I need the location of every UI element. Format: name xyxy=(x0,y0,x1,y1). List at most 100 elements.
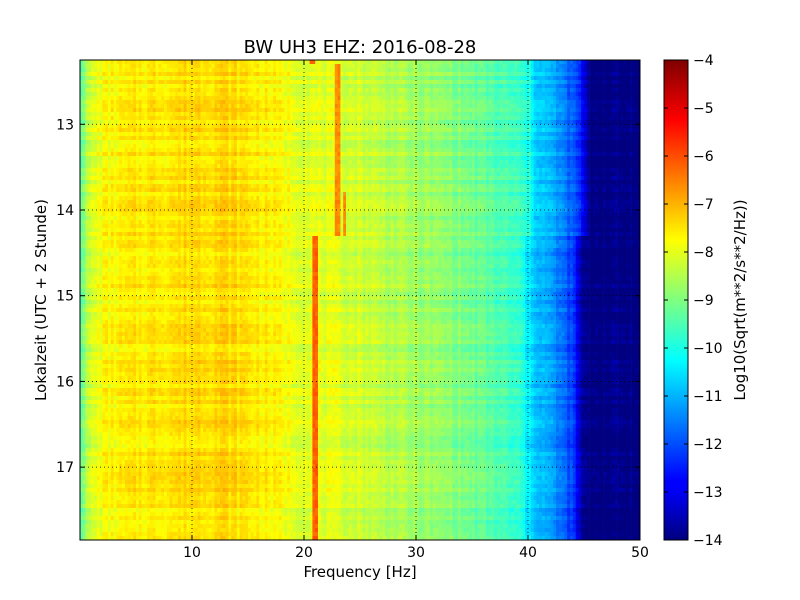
heatmap-cell xyxy=(520,112,523,116)
heatmap-cell xyxy=(214,60,217,64)
heatmap-cell xyxy=(450,116,453,120)
heatmap-cell xyxy=(590,84,593,88)
heatmap-cell xyxy=(326,140,329,144)
heatmap-cell xyxy=(136,104,139,108)
heatmap-cell xyxy=(156,96,159,100)
heatmap-cell xyxy=(366,68,369,72)
heatmap-cell xyxy=(500,156,503,160)
heatmap-cell xyxy=(604,128,607,132)
heatmap-cell xyxy=(195,80,198,84)
heatmap-cell xyxy=(604,148,607,152)
heatmap-cell xyxy=(217,88,220,92)
heatmap-cell xyxy=(270,64,273,68)
heatmap-cell xyxy=(248,144,251,148)
heatmap-cell xyxy=(142,152,145,156)
heatmap-cell xyxy=(307,100,310,104)
heatmap-cell xyxy=(472,112,475,116)
heatmap-cell xyxy=(550,72,553,76)
heatmap-cell xyxy=(144,112,147,116)
heatmap-cell xyxy=(511,88,514,92)
heatmap-cell xyxy=(536,112,539,116)
heatmap-cell xyxy=(354,104,357,108)
heatmap-cell xyxy=(184,132,187,136)
heatmap-cell xyxy=(430,116,433,120)
heatmap-cell xyxy=(494,60,497,64)
heatmap-cell xyxy=(100,120,103,124)
heatmap-cell xyxy=(105,64,108,68)
heatmap-cell xyxy=(254,76,257,80)
heatmap-cell xyxy=(329,108,332,112)
heatmap-cell xyxy=(396,60,399,64)
heatmap-cell xyxy=(125,112,128,116)
heatmap-cell xyxy=(284,132,287,136)
heatmap-cell xyxy=(553,124,556,128)
heatmap-cell xyxy=(452,76,455,80)
heatmap-cell xyxy=(282,84,285,88)
heatmap-cell xyxy=(273,92,276,96)
heatmap-cell xyxy=(100,108,103,112)
heatmap-cell xyxy=(340,148,343,152)
heatmap-cell xyxy=(217,132,220,136)
heatmap-cell xyxy=(296,104,299,108)
heatmap-cell xyxy=(86,156,89,160)
heatmap-cell xyxy=(279,128,282,132)
heatmap-cell xyxy=(548,108,551,112)
heatmap-cell xyxy=(195,96,198,100)
heatmap-cell xyxy=(226,140,229,144)
heatmap-cell xyxy=(553,68,556,72)
heatmap-cell xyxy=(368,140,371,144)
heatmap-cell xyxy=(108,100,111,104)
heatmap-cell xyxy=(464,140,467,144)
heatmap-cell xyxy=(606,140,609,144)
heatmap-cell xyxy=(223,136,226,140)
heatmap-cell xyxy=(562,120,565,124)
heatmap-cell xyxy=(472,100,475,104)
heatmap-cell xyxy=(500,128,503,132)
heatmap-cell xyxy=(514,120,517,124)
heatmap-cell xyxy=(478,96,481,100)
heatmap-cell xyxy=(343,140,346,144)
heatmap-cell xyxy=(198,148,201,152)
heatmap-cell xyxy=(458,104,461,108)
heatmap-cell xyxy=(494,64,497,68)
heatmap-cell xyxy=(576,96,579,100)
heatmap-cell xyxy=(139,80,142,84)
heatmap-cell xyxy=(620,144,623,148)
heatmap-cell xyxy=(559,76,562,80)
heatmap-cell xyxy=(315,84,318,88)
heatmap-cell xyxy=(343,104,346,108)
heatmap-cell xyxy=(262,144,265,148)
heatmap-cell xyxy=(601,92,604,96)
heatmap-cell xyxy=(363,120,366,124)
heatmap-cell xyxy=(531,140,534,144)
heatmap-cell xyxy=(340,156,343,160)
heatmap-cell xyxy=(296,148,299,152)
heatmap-cell xyxy=(318,72,321,76)
heatmap-cell xyxy=(436,80,439,84)
heatmap-cell xyxy=(553,140,556,144)
heatmap-cell xyxy=(604,104,607,108)
heatmap-cell xyxy=(170,156,173,160)
heatmap-cell xyxy=(399,120,402,124)
heatmap-cell xyxy=(270,132,273,136)
heatmap-cell xyxy=(186,136,189,140)
heatmap-cell xyxy=(433,92,436,96)
heatmap-cell xyxy=(175,144,178,148)
heatmap-cell xyxy=(312,112,315,116)
heatmap-cell xyxy=(394,68,397,72)
heatmap-cell xyxy=(539,148,542,152)
heatmap-cell xyxy=(464,92,467,96)
heatmap-cell xyxy=(447,96,450,100)
heatmap-cell xyxy=(503,148,506,152)
heatmap-cell xyxy=(478,136,481,140)
heatmap-cell xyxy=(310,132,313,136)
heatmap-cell xyxy=(108,60,111,64)
heatmap-cell xyxy=(629,148,632,152)
heatmap-cell xyxy=(472,136,475,140)
heatmap-cell xyxy=(293,136,296,140)
heatmap-cell xyxy=(340,132,343,136)
heatmap-cell xyxy=(584,72,587,76)
heatmap-cell xyxy=(592,120,595,124)
heatmap-cell xyxy=(352,60,355,64)
heatmap-cell xyxy=(570,108,573,112)
